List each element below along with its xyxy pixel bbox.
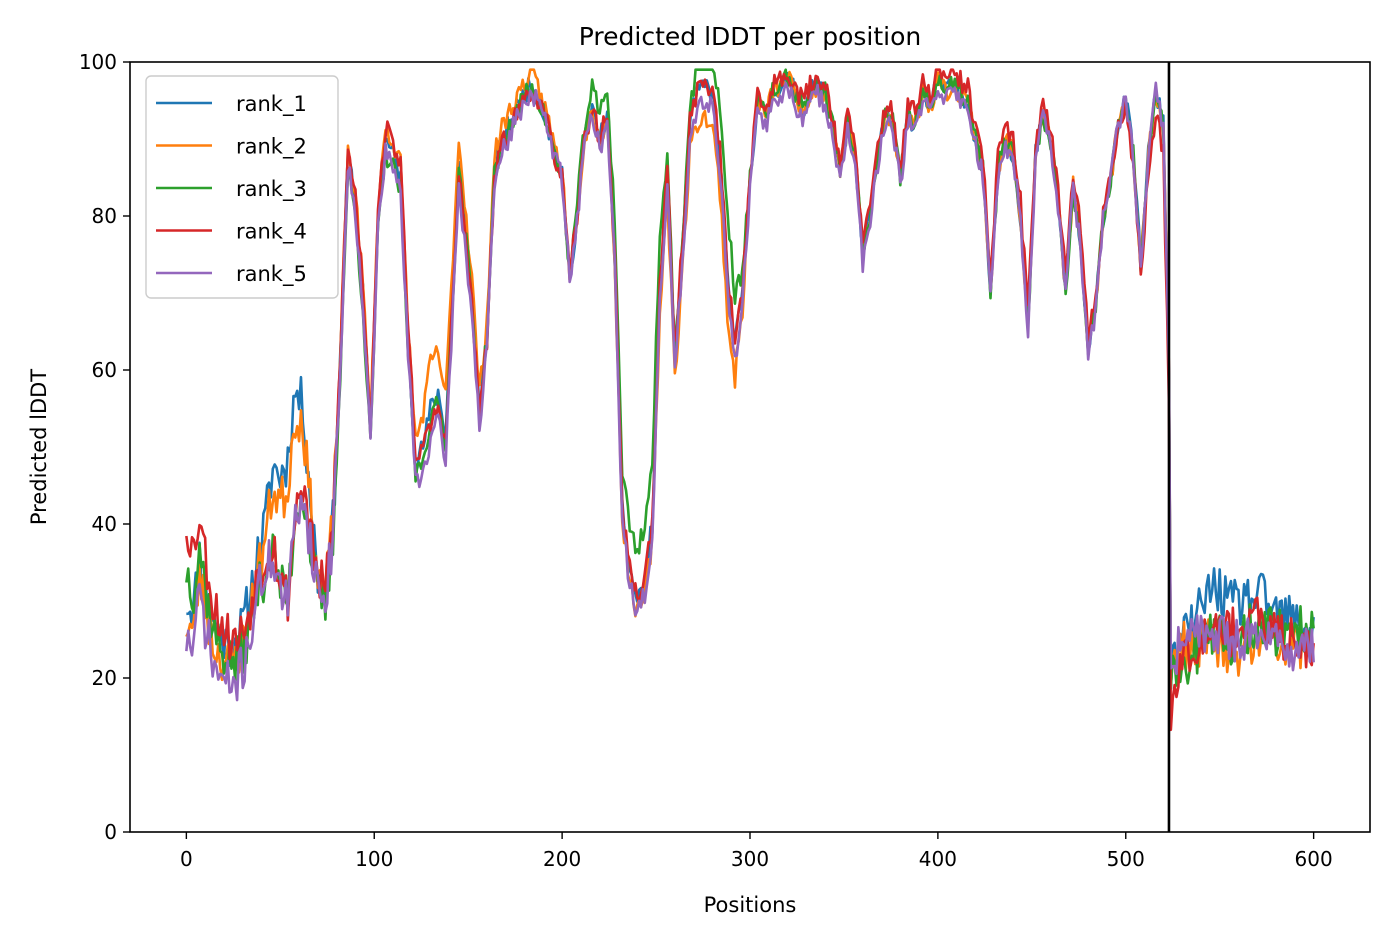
- series-line-rank_5: [185, 81, 1315, 702]
- x-tick-label: 100: [355, 847, 393, 871]
- y-axis-title: Predicted lDDT: [27, 369, 51, 525]
- y-tick-label: 80: [92, 204, 117, 228]
- series-line-rank_3: [185, 68, 1315, 690]
- series-line-rank_1: [186, 71, 1315, 691]
- series-line-rank_2: [185, 68, 1315, 687]
- x-tick-label: 400: [919, 847, 957, 871]
- legend-label-rank_5: rank_5: [236, 262, 307, 287]
- legend-label-rank_2: rank_2: [236, 135, 307, 160]
- legend-label-rank_3: rank_3: [236, 177, 307, 202]
- x-tick-label: 600: [1295, 847, 1333, 871]
- y-tick-label: 0: [104, 820, 117, 844]
- y-axis-ticks: 0 20 40 60 80 100: [79, 50, 130, 844]
- x-axis-title: Positions: [704, 893, 797, 917]
- x-tick-label: 200: [543, 847, 581, 871]
- legend-label-rank_1: rank_1: [236, 92, 307, 117]
- legend: rank_1 rank_2 rank_3 rank_4 rank_5: [145, 75, 339, 299]
- legend-box: [145, 75, 339, 299]
- series-line-rank_4: [185, 68, 1315, 732]
- y-tick-label: 60: [92, 358, 117, 382]
- y-tick-label: 100: [79, 50, 117, 74]
- legend-label-rank_4: rank_4: [236, 220, 307, 245]
- x-tick-label: 500: [1107, 847, 1145, 871]
- y-tick-label: 40: [92, 512, 117, 536]
- series-layer: [185, 68, 1315, 732]
- x-tick-label: 0: [180, 847, 193, 871]
- y-tick-label: 20: [92, 666, 117, 690]
- x-tick-label: 300: [731, 847, 769, 871]
- x-axis-ticks: 0 100 200 300 400 500 600: [180, 832, 1333, 871]
- chart-title: Predicted lDDT per position: [579, 22, 921, 51]
